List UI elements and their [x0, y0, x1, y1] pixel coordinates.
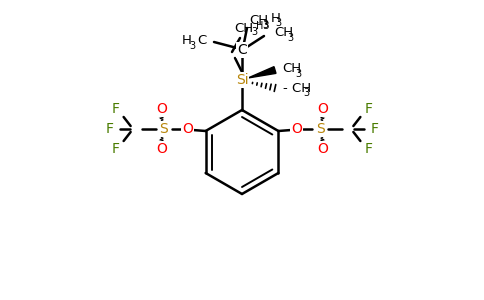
Text: F: F: [364, 102, 372, 116]
Text: H3: H3: [256, 21, 270, 31]
Text: F: F: [112, 142, 120, 156]
Text: O: O: [317, 102, 328, 116]
Text: 3: 3: [287, 33, 293, 43]
Text: O: O: [317, 142, 328, 156]
Text: 3: 3: [275, 18, 281, 28]
Text: H: H: [271, 11, 281, 25]
Text: 3: 3: [295, 69, 301, 79]
Text: F: F: [370, 122, 378, 136]
Text: CH: CH: [234, 22, 254, 34]
Text: CH: CH: [282, 62, 301, 76]
Text: F: F: [106, 122, 114, 136]
Text: C: C: [197, 34, 207, 47]
Text: H: H: [182, 34, 192, 47]
Text: O: O: [156, 142, 167, 156]
Text: CH: CH: [274, 26, 293, 40]
Text: C: C: [237, 43, 247, 57]
Text: F: F: [112, 102, 120, 116]
Text: F: F: [364, 142, 372, 156]
Text: 3: 3: [303, 88, 309, 98]
Polygon shape: [248, 67, 276, 78]
Text: - CH: - CH: [283, 82, 311, 94]
Text: CH: CH: [249, 14, 268, 26]
Text: 3: 3: [251, 27, 257, 37]
Text: S: S: [159, 122, 168, 136]
Text: 3: 3: [262, 20, 268, 30]
Text: O: O: [182, 122, 193, 136]
Text: O: O: [156, 102, 167, 116]
Text: S: S: [316, 122, 325, 136]
Text: O: O: [291, 122, 302, 136]
Text: Si: Si: [236, 73, 248, 87]
Text: 3: 3: [189, 41, 195, 51]
